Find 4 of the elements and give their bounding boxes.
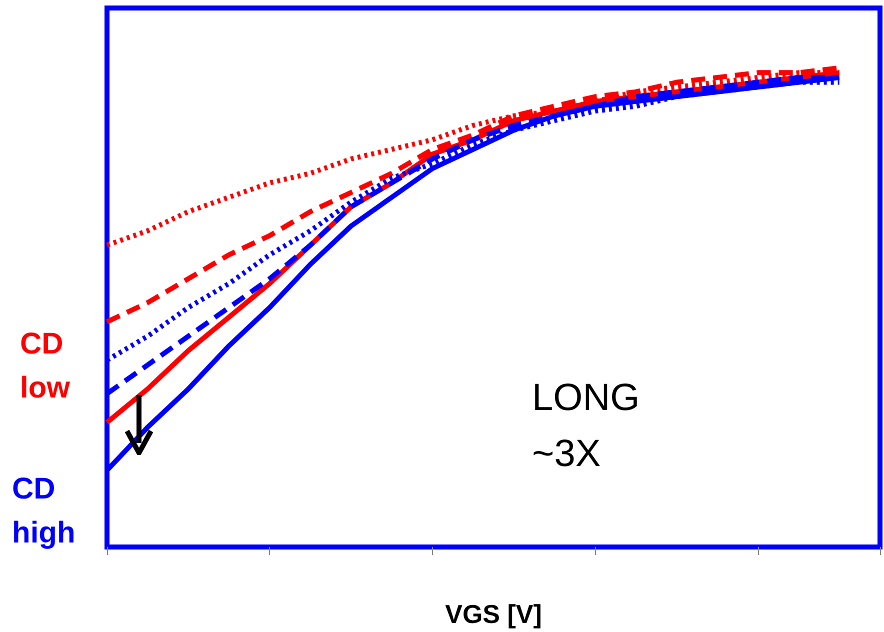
text: CD high	[12, 472, 76, 550]
text: CD low	[20, 328, 71, 404]
x-axis-title: VGS [V]	[445, 599, 542, 629]
annotation: LONG ~3X	[532, 377, 640, 475]
